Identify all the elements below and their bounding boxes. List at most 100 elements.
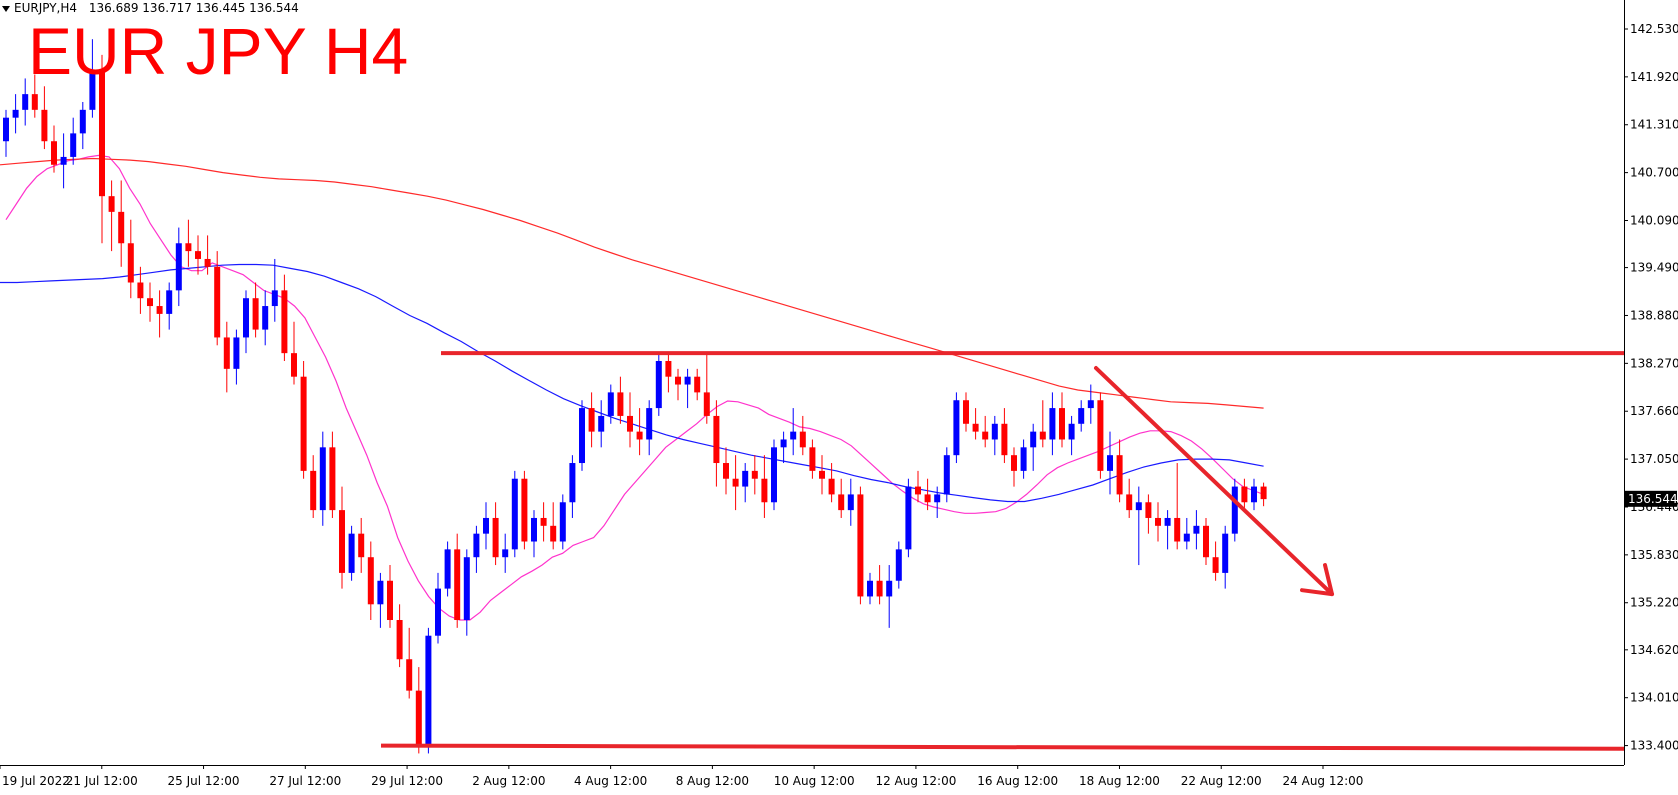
candle-body (1155, 517, 1161, 526)
candle (972, 408, 979, 440)
support-line[interactable] (380, 743, 1625, 751)
candle (1107, 431, 1113, 495)
candle-body (70, 133, 77, 157)
candle (876, 565, 883, 605)
candle (521, 470, 528, 550)
candle-body (665, 360, 672, 377)
x-tick-label: 2 Aug 12:00 (472, 774, 545, 788)
candle-body (79, 109, 86, 134)
candle-body (1183, 533, 1190, 542)
candle-body (252, 298, 259, 330)
candle (895, 541, 902, 589)
candle (665, 353, 672, 393)
candle-body (12, 109, 19, 118)
x-tick-label: 29 Jul 12:00 (371, 774, 443, 788)
candle (886, 565, 893, 628)
x-tick-label: 4 Aug 12:00 (574, 774, 647, 788)
candle-body (924, 494, 931, 503)
candle (771, 439, 777, 511)
candle-body (991, 423, 998, 440)
candle (675, 368, 681, 401)
candle (12, 94, 19, 134)
candle (435, 572, 441, 644)
candle (415, 667, 422, 754)
candle-body (751, 470, 758, 479)
candle (934, 486, 941, 518)
candle (118, 180, 125, 267)
candle (963, 392, 969, 432)
candle (713, 400, 720, 487)
candle-body (1145, 502, 1152, 518)
candle (1260, 482, 1267, 507)
candle (847, 478, 854, 526)
trend-drawings (380, 351, 1625, 751)
candle-body (771, 447, 777, 503)
candle-body (1174, 517, 1181, 542)
candle-body (857, 494, 864, 597)
x-tick-label: 8 Aug 12:00 (676, 774, 749, 788)
candle-body (1039, 431, 1046, 440)
candle-body (1116, 455, 1123, 495)
candle (703, 353, 710, 424)
candle-body (463, 557, 470, 621)
moving-average-line (0, 157, 1264, 409)
candle-body (1020, 447, 1027, 471)
down-arrow-head (1300, 563, 1334, 597)
candle-body (598, 415, 605, 432)
candle-body (223, 337, 230, 369)
candle (22, 78, 29, 126)
candle (982, 415, 989, 448)
candle (60, 133, 67, 189)
candle (300, 360, 307, 479)
candle (732, 455, 739, 511)
candle (31, 74, 38, 118)
candle (809, 439, 816, 479)
y-tick-label: 134.010 (1630, 691, 1678, 705)
y-tick-label: 137.660 (1630, 404, 1678, 418)
candle-body (982, 431, 989, 440)
candle (281, 274, 288, 361)
candle (502, 533, 509, 573)
candle-body (675, 376, 681, 385)
candle-body (838, 494, 845, 511)
down-arrow-shaft[interactable] (1094, 366, 1334, 597)
candle-body (175, 243, 182, 291)
current-price-label: 136.544 (1628, 492, 1678, 506)
candle (185, 219, 192, 267)
candle-body (262, 306, 269, 330)
candle-body (1126, 494, 1133, 511)
candle-body (204, 258, 211, 267)
candle (924, 478, 931, 511)
candle (127, 219, 134, 299)
x-tick-label: 22 Aug 12:00 (1181, 774, 1262, 788)
dropdown-triangle-icon[interactable] (2, 5, 10, 12)
candle (838, 478, 845, 518)
candle-body (233, 337, 240, 369)
candle-body (1193, 525, 1200, 534)
x-tick-label: 12 Aug 12:00 (875, 774, 956, 788)
candle-body (550, 525, 557, 542)
candle (1222, 525, 1229, 589)
candle-body (847, 494, 854, 511)
candle-body (684, 376, 691, 385)
candle-body (1001, 423, 1008, 456)
candle (1001, 408, 1008, 464)
x-tick-label: 25 Jul 12:00 (168, 774, 240, 788)
candle-body (723, 463, 729, 479)
candle-body (1078, 408, 1085, 424)
candle-body (377, 580, 384, 605)
candle-body (396, 620, 403, 660)
candle (175, 227, 182, 307)
candle (214, 251, 221, 346)
candle (348, 525, 355, 581)
candle-body (1059, 408, 1065, 440)
candle (492, 502, 499, 566)
candle (559, 494, 566, 550)
candle (454, 533, 461, 628)
chart-overlay-title: EUR JPY H4 (28, 14, 409, 88)
candle-body (934, 494, 941, 503)
candle-body (886, 580, 893, 597)
candle-body (915, 486, 921, 495)
ohlc-values: 136.689 136.717 136.445 136.544 (88, 1, 299, 15)
